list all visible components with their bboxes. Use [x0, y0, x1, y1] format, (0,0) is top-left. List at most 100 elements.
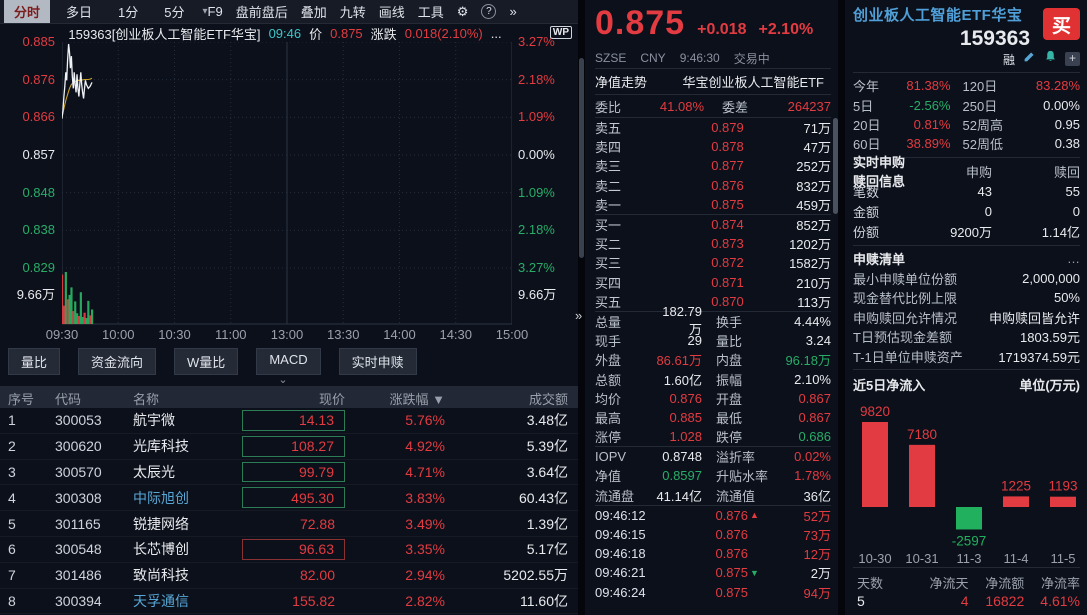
- splitter-scroll-thumb[interactable]: [579, 58, 584, 258]
- depth-row[interactable]: 卖四 0.878 47万: [595, 137, 838, 156]
- price-axis-label: 0.876: [22, 71, 55, 87]
- quote-stats: 总量 182.79万 换手 4.44% 现手 29 量比 3.24 外盘 86.61万 内盘 96.1…: [595, 304, 838, 446]
- dropdown-caret-icon[interactable]: ▾: [202, 6, 208, 17]
- order-imbalance-row: 委比 41.08% 委差 264237: [595, 95, 838, 117]
- stat-value: 86.61万: [656, 353, 702, 369]
- depth-row[interactable]: 买五 0.870 113万: [595, 292, 838, 311]
- depth-row[interactable]: 买三 0.872 1582万: [595, 253, 838, 272]
- panel-splitter-right[interactable]: [838, 0, 845, 615]
- column-header-2[interactable]: 代码: [55, 392, 82, 407]
- price-label: 价: [309, 26, 323, 42]
- indicator-tab-W量比[interactable]: W量比: [174, 348, 239, 375]
- stat-value: 1.028: [669, 429, 702, 445]
- column-header-6[interactable]: 成交额: [528, 392, 568, 407]
- sub-redeem-value: 1.14亿: [1041, 225, 1080, 241]
- fund-full-name: 华宝创业板人工智能ETF: [682, 75, 824, 90]
- indicator-tab-实时申赎[interactable]: 实时申赎: [338, 348, 417, 375]
- table-row[interactable]: 4 300308 中际旭创 495.30 3.83% 60.43亿: [0, 485, 578, 512]
- time-axis-label: 14:00: [383, 327, 416, 342]
- perf-label: 60日: [853, 137, 881, 153]
- collapse-chevron-icon[interactable]: ⌄: [278, 374, 288, 386]
- column-header-3[interactable]: 名称: [133, 392, 160, 407]
- pcf-label: T日预估现金差额: [853, 330, 952, 346]
- wp-badge[interactable]: WP: [549, 26, 572, 39]
- table-row[interactable]: 1 300053 航宇微 14.13 5.76% 3.48亿: [0, 408, 578, 434]
- quote-stat-row: 总额 1.60亿 振幅 2.10%: [595, 369, 838, 388]
- quote-stat-row: IOPV 0.8748 溢折率 0.02%: [595, 447, 838, 466]
- edit-pencil-icon[interactable]: [1023, 50, 1036, 68]
- netflow-stat-label: 净流额: [985, 576, 1025, 591]
- table-row[interactable]: 2 300620 光库科技 108.27 4.92% 5.39亿: [0, 434, 578, 460]
- table-row[interactable]: 3 300570 太辰光 99.79 4.71% 3.64亿: [0, 460, 578, 486]
- cell-seq: 1: [8, 412, 16, 429]
- cell-amount: 1.39亿: [526, 515, 568, 532]
- column-header-4[interactable]: 现价: [318, 392, 345, 407]
- period-tab-1分[interactable]: 1分: [118, 5, 139, 20]
- depth-row[interactable]: 卖一 0.875 459万: [595, 195, 838, 214]
- divider: [595, 504, 831, 506]
- pcf-list: 最小申赎单位份额 2,000,000 现金替代比例上限 50% 申购赎回允许情况 申购赎回…: [853, 269, 1080, 367]
- panel-splitter-left[interactable]: »: [575, 0, 585, 615]
- column-header-1[interactable]: 序号: [8, 392, 35, 407]
- divider: [595, 68, 831, 69]
- depth-row[interactable]: 买一 0.874 852万: [595, 215, 838, 234]
- divider: [853, 72, 1080, 73]
- help-icon[interactable]: ?: [481, 4, 497, 19]
- indicator-tab-MACD[interactable]: MACD: [256, 348, 321, 375]
- period-tab-5分[interactable]: 5分: [164, 5, 185, 20]
- depth-volume: 852万: [796, 218, 831, 234]
- intraday-chart[interactable]: [61, 41, 513, 327]
- alert-bell-icon[interactable]: [1044, 50, 1057, 68]
- nav-row[interactable]: 净值走势 华宝创业板人工智能ETF: [595, 69, 838, 94]
- column-header-5[interactable]: 涨跌幅 ▼: [389, 392, 445, 407]
- toolbar-item[interactable]: 叠加: [300, 5, 327, 20]
- perf-value: -2.56%: [909, 97, 951, 113]
- table-row[interactable]: 7 301486 致尚科技 82.00 2.94% 5202.55万: [0, 563, 578, 589]
- splitter-expand-icon[interactable]: »: [575, 308, 583, 323]
- depth-price: 0.879: [711, 120, 744, 136]
- toolbar-more-icon[interactable]: »: [509, 4, 517, 19]
- nav-trend-link[interactable]: 净值走势: [595, 75, 648, 90]
- pcf-more-button[interactable]: …: [1067, 251, 1080, 267]
- indicator-tab-量比[interactable]: 量比: [8, 348, 61, 375]
- pcf-label: T-1日单位申赎资产: [853, 349, 963, 365]
- depth-row[interactable]: 卖三 0.877 252万: [595, 156, 838, 175]
- toolbar-item[interactable]: 画线: [378, 5, 405, 20]
- perf-value: 38.89%: [906, 136, 951, 152]
- time-axis-label: 14:30: [439, 327, 473, 342]
- table-row[interactable]: 5 301165 锐捷网络 72.88 3.49% 1.39亿: [0, 511, 578, 537]
- table-row[interactable]: 6 300548 长芯博创 96.63 3.35% 5.17亿: [0, 537, 578, 563]
- depth-volume: 832万: [796, 178, 831, 194]
- quote-scrollbar[interactable]: [833, 118, 838, 214]
- stock-table: 1 300053 航宇微 14.13 5.76% 3.48亿 2 300620 光库科技 108.…: [0, 408, 578, 615]
- buy-button[interactable]: 买: [1043, 8, 1080, 40]
- stat-value: 2.10%: [794, 371, 831, 387]
- toolbar-item[interactable]: 工具: [417, 5, 444, 20]
- time-axis: 09:30 10:00 10:30 11:00 13:00 13:30 14:00 14:30…: [0, 327, 578, 343]
- depth-row[interactable]: 买四 0.871 210万: [595, 273, 838, 292]
- subscription-header: 实时申购赎回信息 申购 赎回: [853, 155, 1080, 189]
- period-tab-分时[interactable]: 分时: [4, 0, 51, 23]
- toolbar-item[interactable]: 盘前盘后: [235, 5, 288, 20]
- toolbar-item[interactable]: F9: [207, 4, 223, 19]
- toolbar-item[interactable]: 九转: [339, 5, 366, 20]
- period-tab-多日[interactable]: 多日: [66, 5, 93, 20]
- add-plus-icon[interactable]: +: [1065, 52, 1080, 66]
- margin-badge[interactable]: 融: [1002, 52, 1015, 67]
- stat-label: 外盘: [595, 353, 622, 369]
- depth-row[interactable]: 卖二 0.876 832万: [595, 176, 838, 195]
- tick-row: 09:46:12 0.876 ▲ 52万: [595, 506, 838, 525]
- svg-text:10-30: 10-30: [858, 551, 891, 566]
- depth-volume: 210万: [796, 275, 831, 291]
- depth-row[interactable]: 买二 0.873 1202万: [595, 234, 838, 253]
- tick-time: 09:46:24: [595, 584, 646, 600]
- stat-value: 0.02%: [794, 449, 831, 465]
- tick-time: 09:46:12: [595, 507, 646, 523]
- pcf-row: 申购赎回允许情况 申购赎回皆允许: [853, 308, 1080, 328]
- pcf-row: T日预估现金差额 1803.59元: [853, 327, 1080, 347]
- depth-row[interactable]: 卖五 0.879 71万: [595, 118, 838, 137]
- depth-price: 0.875: [711, 196, 744, 212]
- indicator-tab-资金流向[interactable]: 资金流向: [78, 348, 157, 375]
- settings-gear-icon[interactable]: ⚙: [456, 3, 469, 19]
- table-row[interactable]: 8 300394 天孚通信 155.82 2.82% 11.60亿: [0, 589, 578, 615]
